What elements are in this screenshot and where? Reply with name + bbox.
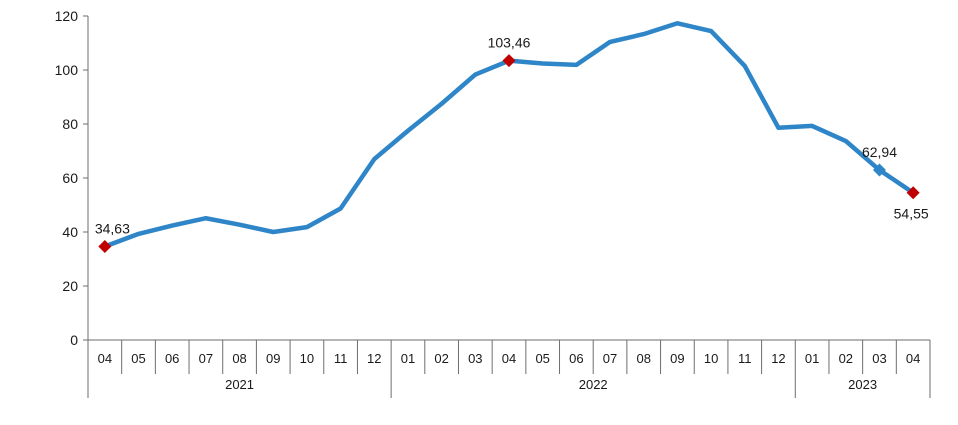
x-tick-label: 05 [535, 351, 549, 366]
x-year-label: 2021 [225, 377, 254, 392]
y-tick-label: 0 [70, 332, 78, 348]
x-tick-label: 01 [805, 351, 819, 366]
x-tick-label: 10 [300, 351, 314, 366]
y-tick-label: 60 [62, 170, 78, 186]
x-tick-label: 06 [165, 351, 179, 366]
y-tick-label: 120 [55, 8, 79, 24]
x-year-label: 2023 [848, 377, 877, 392]
data-point-marker [906, 186, 920, 200]
x-tick-label: 08 [636, 351, 650, 366]
x-tick-label: 12 [367, 351, 381, 366]
x-tick-label: 04 [906, 351, 920, 366]
x-tick-label: 06 [569, 351, 583, 366]
y-tick-label: 40 [62, 224, 78, 240]
data-label: 54,55 [894, 206, 929, 222]
data-point-marker [502, 54, 516, 68]
y-tick-label: 80 [62, 116, 78, 132]
x-tick-label: 12 [771, 351, 785, 366]
x-tick-label: 02 [839, 351, 853, 366]
data-point-marker [98, 239, 112, 253]
x-tick-label: 07 [603, 351, 617, 366]
x-axis: 04 05 06 07 08 09 10 11 12 01 02 03 04 05 06 07 08 09 10 11… [87, 339, 931, 398]
x-tick-label: 11 [334, 351, 348, 366]
y-tick-label: 20 [62, 278, 78, 294]
x-tick-label: 09 [670, 351, 684, 366]
x-tick-label: 05 [131, 351, 145, 366]
data-label: 103,46 [488, 35, 531, 51]
x-year-label: 2022 [579, 377, 608, 392]
x-tick-label: 02 [434, 351, 448, 366]
x-tick-label: 03 [468, 351, 482, 366]
data-label: 34,63 [95, 220, 130, 236]
x-tick-label: 10 [704, 351, 718, 366]
x-tick-label: 04 [98, 351, 112, 366]
x-tick-label: 11 [738, 351, 752, 366]
data-label-group: 34,63 103,46 62,94 54,55 [95, 35, 929, 237]
x-tick-label: 07 [199, 351, 213, 366]
x-tick-label: 09 [266, 351, 280, 366]
marker-group [98, 54, 920, 253]
y-axis: 0 20 40 60 80 100 120 [55, 8, 89, 348]
x-tick-label: 01 [401, 351, 415, 366]
y-tick-label: 100 [55, 62, 79, 78]
x-tick-label: 03 [872, 351, 886, 366]
x-tick-label: 04 [502, 351, 516, 366]
data-label: 62,94 [862, 144, 897, 160]
data-point-marker [872, 163, 886, 177]
x-tick-label: 08 [232, 351, 246, 366]
